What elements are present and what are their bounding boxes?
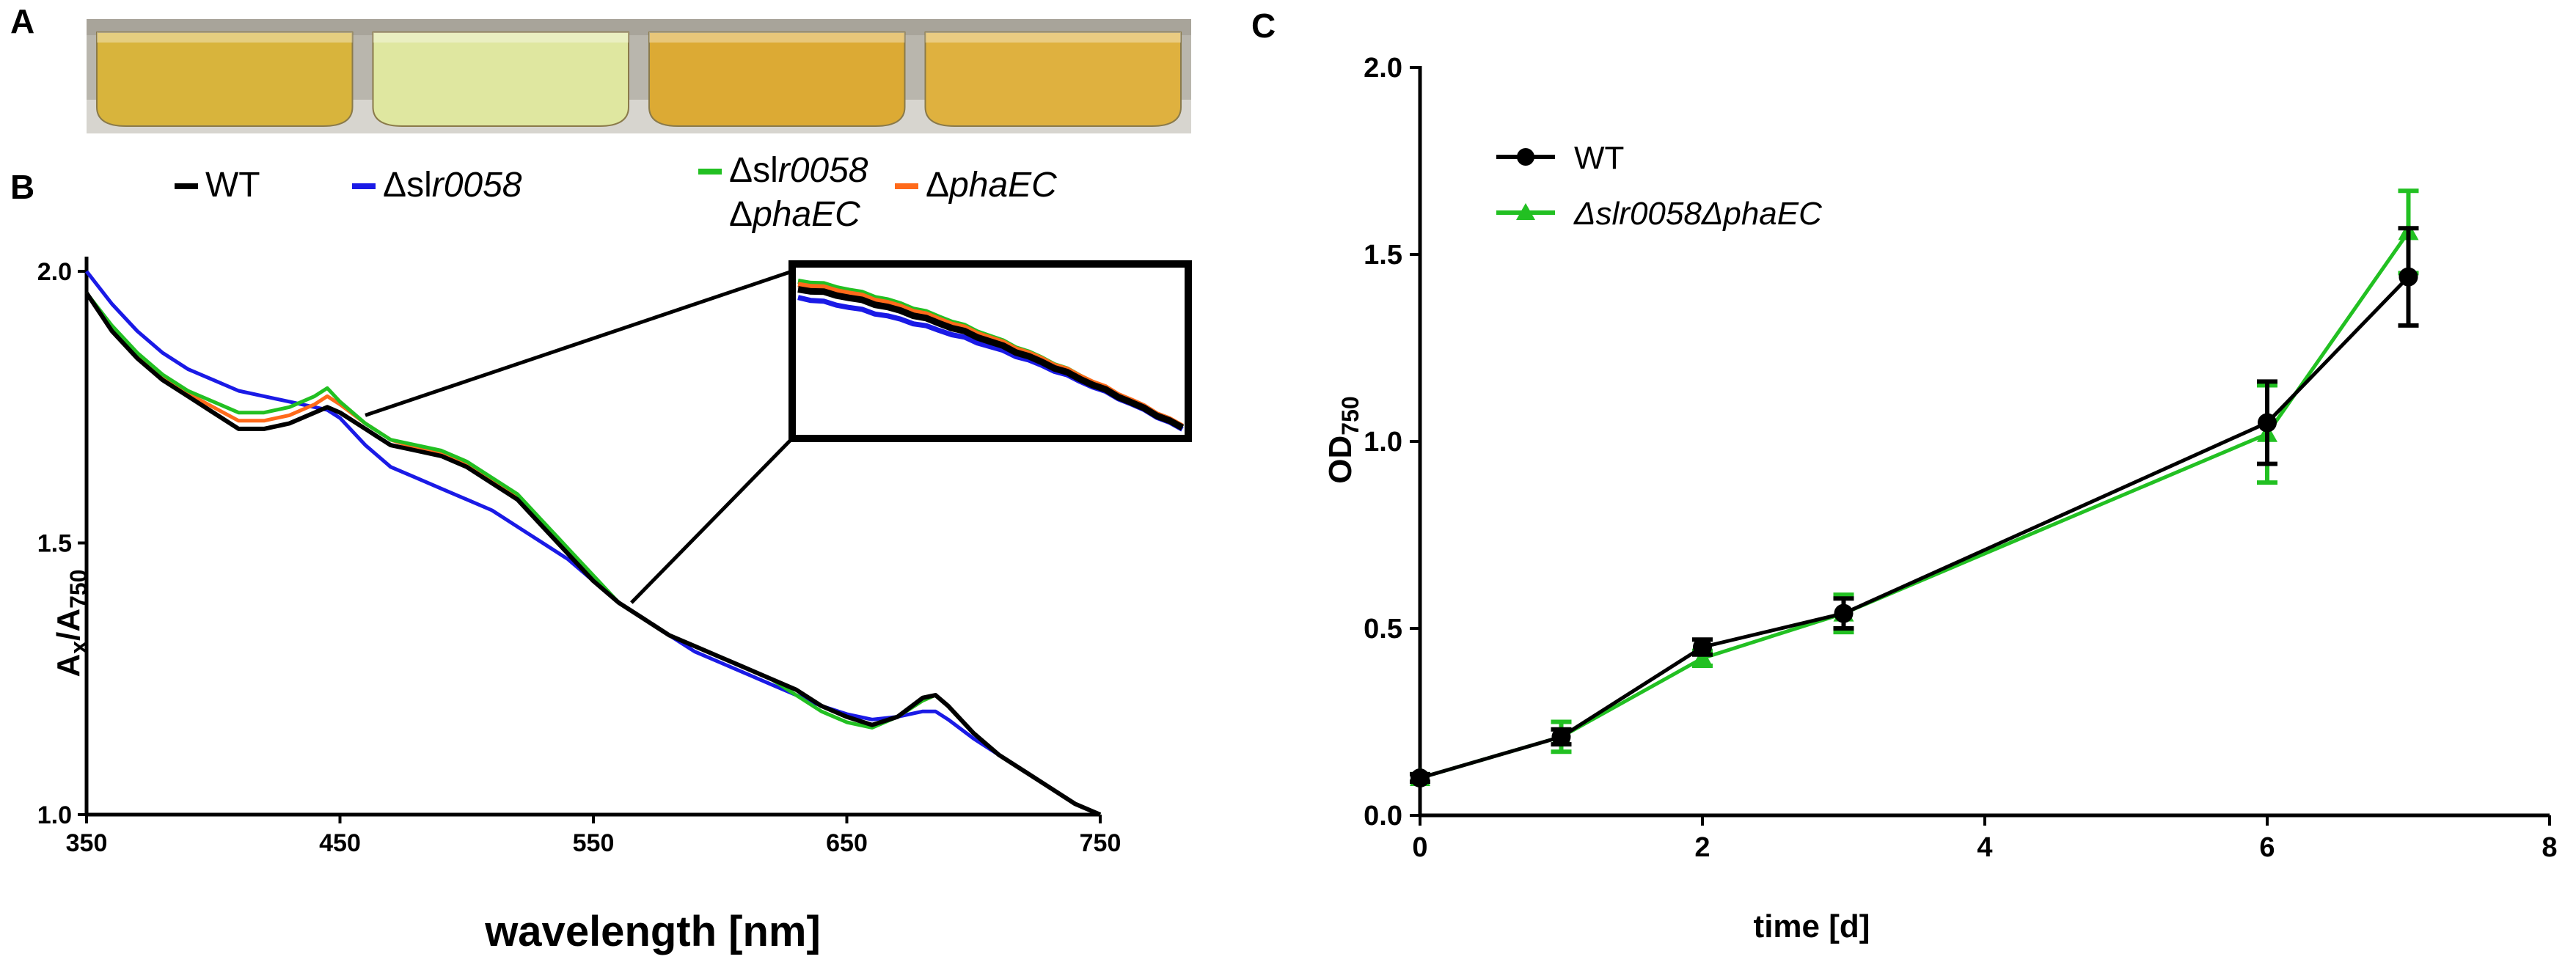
data-point-circle xyxy=(2258,413,2277,433)
y-tick-label: 2.0 xyxy=(1364,53,1402,84)
inset-line-0 xyxy=(797,286,1185,431)
legend-marker-circle xyxy=(1517,148,1534,166)
legend-label-2: Δslr0058 xyxy=(729,151,868,190)
data-point-circle xyxy=(1834,603,1854,623)
panel-label-a: A xyxy=(10,2,35,40)
x-tick-label: 2 xyxy=(1694,832,1710,863)
y-tick-label: 1.0 xyxy=(37,801,72,829)
x-tick-label: 550 xyxy=(573,829,615,857)
legend-italic-line2: phaEC xyxy=(751,195,860,234)
flask-rim-4 xyxy=(925,32,1181,43)
growth-ticks: 0 2 4 6 8 0.0 0.5 1.0 1.5 2.0 xyxy=(1364,53,2557,863)
flask-rim-2 xyxy=(373,32,629,43)
x-tick-label: 6 xyxy=(2259,832,2275,863)
legend-prefix: Δsl xyxy=(729,151,778,190)
legend-italic: r0058 xyxy=(432,166,522,205)
growth-line-1 xyxy=(1419,230,2410,780)
legend-label-line2: ΔphaEC xyxy=(729,195,860,234)
y-tick-label: 1.5 xyxy=(1364,240,1402,271)
legend-prefix-line2: Δ xyxy=(729,195,753,234)
y-axis-label: OD750 xyxy=(1322,396,1364,483)
legend-prefix: WT xyxy=(205,166,260,205)
y-tick-label: 0.0 xyxy=(1364,801,1402,831)
legend-italic: phaEC xyxy=(948,166,1057,205)
flask-2 xyxy=(372,32,629,127)
flask-3 xyxy=(648,32,906,127)
legend-prefix: Δsl xyxy=(383,166,432,205)
legend-label-1: Δslr0058 xyxy=(383,166,522,205)
data-point-circle xyxy=(2398,267,2418,287)
zoom-line-top xyxy=(365,269,793,417)
panel-label-b: B xyxy=(10,168,35,206)
legend-marker-triangle xyxy=(1516,203,1535,220)
data-point-triangle xyxy=(1692,647,1713,667)
legend-label-1: Δslr0058ΔphaEC xyxy=(1573,196,1823,232)
zoom-line-bottom xyxy=(630,437,794,604)
x-tick-label: 8 xyxy=(2542,832,2557,863)
spectra-inset xyxy=(365,260,1192,604)
data-point-circle xyxy=(1410,768,1430,787)
inset-box xyxy=(788,260,1192,442)
growth-legend: WT Δslr0058ΔphaEC xyxy=(1496,140,1823,232)
panel-label-c: C xyxy=(1251,7,1276,45)
data-point-circle xyxy=(1693,637,1712,657)
spectra-ticks: 350 450 550 650 750 1.0 1.5 2.0 xyxy=(37,258,1121,857)
flask-rim-3 xyxy=(649,32,905,43)
x-tick-label: 750 xyxy=(1080,829,1121,857)
y-tick-label: 2.0 xyxy=(37,258,72,286)
x-axis-label: wavelength [nm] xyxy=(484,908,821,955)
flask-4 xyxy=(924,32,1182,127)
y-tick-label: 1.0 xyxy=(1364,427,1402,458)
data-point-circle xyxy=(1551,727,1571,746)
legend-label-0: WT xyxy=(1574,140,1624,176)
flask-1 xyxy=(96,32,354,127)
x-tick-label: 350 xyxy=(66,829,108,857)
spectra-series xyxy=(84,270,1102,817)
legend-label-3: ΔphaEC xyxy=(926,166,1057,205)
x-tick-label: 4 xyxy=(1977,832,1992,863)
growth-series xyxy=(1410,188,2419,787)
x-axis-label: time [d] xyxy=(1754,908,1870,944)
legend-label-0: WT xyxy=(205,166,260,205)
culture-flask-photo xyxy=(87,19,1191,133)
x-tick-label: 0 xyxy=(1412,832,1427,863)
y-axis-label: Ax/A750 xyxy=(51,570,92,678)
growth-axes xyxy=(1418,66,2550,818)
legend-prefix: Δ xyxy=(926,166,949,205)
y-tick-label: 1.5 xyxy=(37,530,72,558)
x-tick-label: 450 xyxy=(319,829,361,857)
growth-line-0 xyxy=(1419,275,2410,780)
legend-italic: r0058 xyxy=(778,151,868,190)
spectrum-line-0 xyxy=(84,291,1102,817)
x-tick-label: 650 xyxy=(826,829,868,857)
y-tick-label: 0.5 xyxy=(1364,614,1402,645)
growth-curve-chart: 0 2 4 6 8 0.0 0.5 1.0 1.5 2.0 WT Δslr0058ΔphaEC OD… xyxy=(1322,53,2558,944)
flask-rim-1 xyxy=(97,32,353,43)
